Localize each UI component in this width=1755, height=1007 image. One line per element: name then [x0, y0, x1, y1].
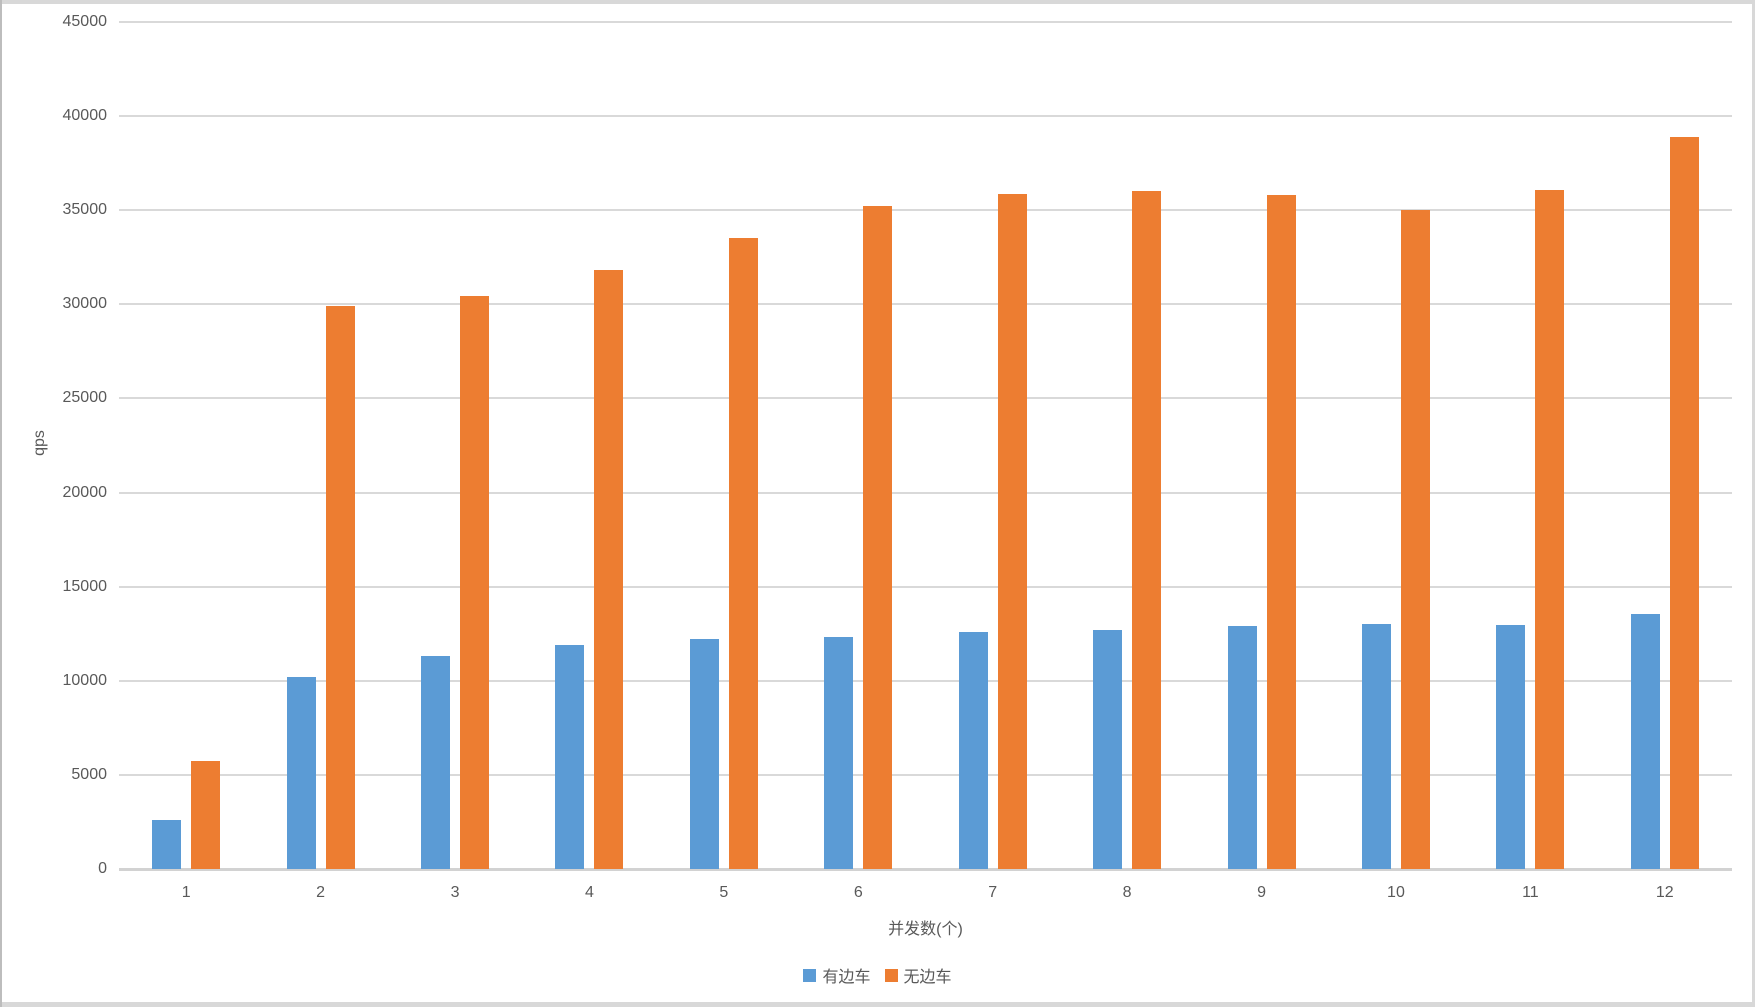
window-frame-right: [1752, 0, 1755, 1007]
gridline: [119, 209, 1732, 212]
y-tick-label: 20000: [62, 483, 108, 501]
y-tick-label: 10000: [62, 671, 108, 689]
legend-label: 有边车: [822, 969, 871, 986]
x-tick-label: 6: [853, 884, 863, 901]
bar-无边车-4[interactable]: [594, 270, 624, 869]
y-tick-label: 30000: [62, 295, 108, 313]
x-tick-label: 12: [1655, 884, 1674, 901]
legend-item-有边车[interactable]: 有边车: [803, 963, 871, 987]
window-frame-left: [0, 0, 2, 1007]
y-tick-label: 0: [98, 860, 107, 877]
y-tick-label: 45000: [62, 13, 108, 30]
bar-无边车-5[interactable]: [728, 237, 758, 869]
x-tick-label: 9: [1257, 884, 1266, 901]
legend-swatch-icon: [884, 968, 898, 982]
bar-有边车-9[interactable]: [1227, 626, 1257, 869]
gridline: [119, 679, 1732, 682]
gridline: [119, 491, 1732, 494]
window-frame-bottom: [0, 1002, 1755, 1007]
bar-无边车-6[interactable]: [863, 206, 893, 869]
x-tick-label: 5: [719, 884, 729, 901]
bar-无边车-1[interactable]: [191, 760, 221, 869]
gridline: [119, 21, 1732, 23]
bar-无边车-2[interactable]: [325, 306, 355, 869]
x-axis-line: [119, 868, 1732, 871]
x-tick-label: 11: [1522, 884, 1539, 901]
bar-无边车-11[interactable]: [1535, 190, 1565, 869]
bar-无边车-7[interactable]: [997, 194, 1027, 869]
x-axis-title: 并发数(个): [888, 921, 963, 938]
x-tick-label: 3: [450, 884, 460, 901]
y-tick-label: 35000: [62, 201, 108, 219]
bar-无边车-8[interactable]: [1132, 191, 1162, 869]
x-tick-label: 7: [988, 884, 998, 901]
bar-有边车-2[interactable]: [286, 677, 316, 869]
bar-有边车-7[interactable]: [958, 631, 988, 869]
bar-有边车-11[interactable]: [1496, 625, 1526, 869]
x-tick-label: 8: [1122, 884, 1132, 901]
bar-有边车-3[interactable]: [421, 656, 451, 869]
bar-有边车-12[interactable]: [1630, 613, 1660, 869]
legend-swatch-icon: [803, 968, 817, 982]
gridline: [119, 773, 1732, 776]
bar-无边车-10[interactable]: [1400, 210, 1430, 869]
gridline: [119, 397, 1732, 400]
bar-有边车-4[interactable]: [555, 645, 585, 869]
window-frame-top: [0, 0, 1755, 4]
legend: 有边车 无边车: [0, 963, 1755, 987]
bar-有边车-1[interactable]: [152, 820, 182, 869]
y-axis-title: qps: [31, 430, 48, 456]
bar-无边车-3[interactable]: [460, 295, 490, 869]
x-tick-label: 2: [316, 884, 326, 901]
bar-有边车-8[interactable]: [1093, 629, 1123, 869]
bar-无边车-12[interactable]: [1669, 136, 1699, 869]
x-tick-label: 1: [181, 884, 191, 901]
x-tick-label: 10: [1387, 884, 1405, 901]
legend-label: 无边车: [903, 969, 952, 986]
bar-有边车-10[interactable]: [1361, 624, 1391, 869]
gridline: [119, 115, 1732, 118]
x-tick-label: 4: [585, 884, 594, 901]
bar-有边车-6[interactable]: [824, 637, 854, 869]
bar-无边车-9[interactable]: [1266, 195, 1296, 869]
y-tick-label: 15000: [62, 577, 108, 595]
y-tick-label: 25000: [62, 389, 108, 407]
gridline: [119, 303, 1732, 306]
y-tick-label: 5000: [71, 765, 107, 783]
legend-item-无边车[interactable]: 无边车: [884, 963, 952, 987]
bar-有边车-5[interactable]: [689, 639, 719, 869]
gridline: [119, 585, 1732, 588]
y-tick-label: 40000: [62, 107, 108, 125]
